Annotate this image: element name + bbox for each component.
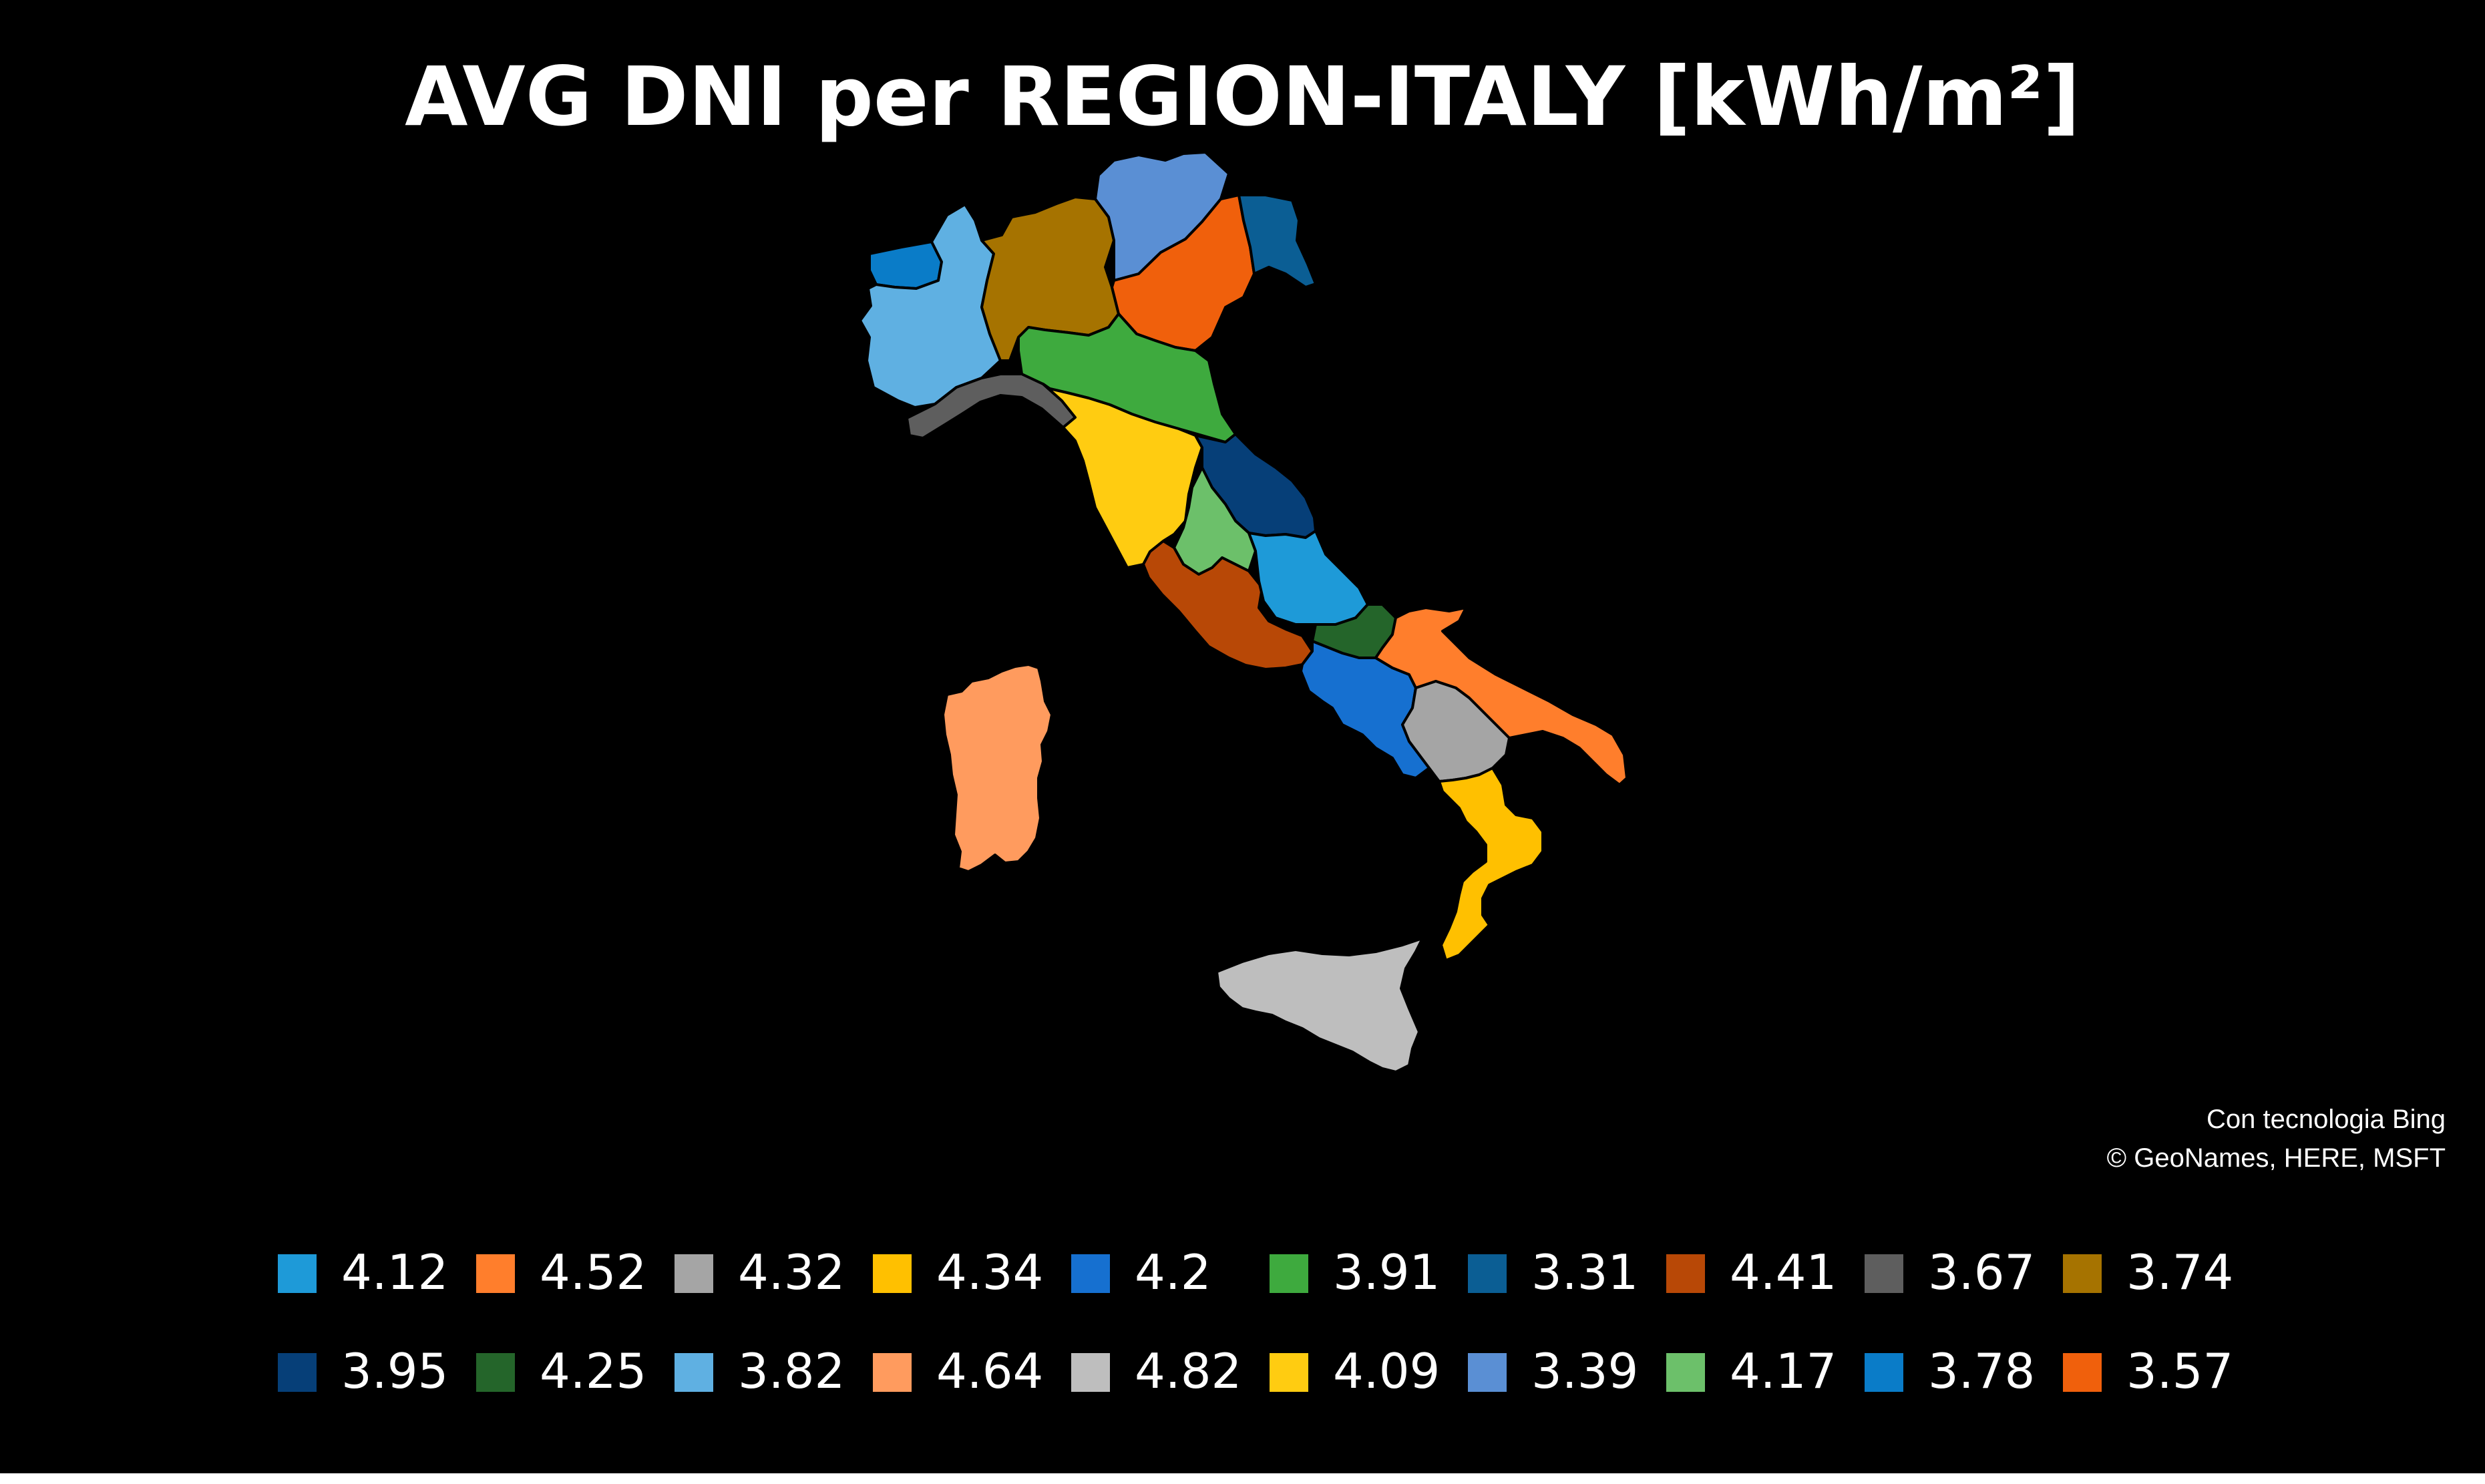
legend-label: 4.64: [936, 1343, 1044, 1399]
region-calabria: 4.34: [1438, 767, 1544, 962]
legend-label: 3.31: [1531, 1244, 1639, 1300]
region-friuli: 3.31: [1237, 194, 1317, 289]
map-title: AVG DNI per REGION-ITALY [kWh/m²]: [405, 49, 2080, 144]
legend-swatch: [1865, 1254, 1903, 1293]
legend-swatch: [1468, 1254, 1507, 1293]
attribution-line-1: Con tecnologia Bing: [2206, 1105, 2446, 1134]
legend-label: 4.82: [1135, 1343, 1242, 1399]
legend-swatch: [873, 1353, 912, 1392]
attribution-line-2: © GeoNames, HERE, MSFT: [2106, 1143, 2446, 1173]
legend-label: 4.34: [936, 1244, 1044, 1300]
legend-swatch: [1666, 1254, 1705, 1293]
region-piemonte: 3.82: [859, 203, 1002, 409]
legend-swatch: [1468, 1353, 1507, 1392]
legend-label: 4.52: [540, 1244, 647, 1300]
legend-label: 3.39: [1531, 1343, 1639, 1399]
region-toscana: 4.09: [1042, 383, 1203, 569]
legend-swatch: [1270, 1254, 1308, 1293]
region-sicilia: 4.82: [1215, 937, 1424, 1073]
legend-swatch: [2063, 1254, 2102, 1293]
legend-label: 3.95: [341, 1343, 449, 1399]
legend-label: 3.57: [2126, 1343, 2234, 1399]
legend-swatch: [2063, 1353, 2102, 1392]
legend-label: 4.32: [738, 1244, 845, 1300]
region-valle-daosta: 3.78: [868, 240, 943, 290]
legend-label: 3.91: [1333, 1244, 1441, 1300]
legend-label: 3.67: [1928, 1244, 2036, 1300]
legend-label: 4.09: [1333, 1343, 1441, 1399]
legend-swatch: [1270, 1353, 1308, 1392]
legend-swatch: [278, 1254, 317, 1293]
legend-label: 3.78: [1928, 1343, 2036, 1399]
legend-swatch: [873, 1254, 912, 1293]
legend-label: 4.12: [341, 1244, 449, 1300]
legend-swatch: [476, 1353, 515, 1392]
legend-label: 4.25: [540, 1343, 647, 1399]
legend-swatch: [1865, 1353, 1903, 1392]
legend-label: 4.2: [1135, 1244, 1211, 1300]
legend-swatch: [1666, 1353, 1705, 1392]
legend-swatch: [675, 1353, 713, 1392]
legend-label: 4.17: [1730, 1343, 1837, 1399]
legend-label: 3.82: [738, 1343, 845, 1399]
region-sardegna: 4.64: [942, 663, 1053, 873]
attribution: Con tecnologia Bing © GeoNames, HERE, MS…: [2107, 1100, 2446, 1177]
legend-swatch: [278, 1353, 317, 1392]
legend-label: 3.74: [2126, 1244, 2234, 1300]
legend-label: 4.41: [1730, 1244, 1837, 1300]
legend-swatch: [476, 1254, 515, 1293]
legend-swatch: [675, 1254, 713, 1293]
legend-swatch: [1071, 1254, 1110, 1293]
legend-swatch: [1071, 1353, 1110, 1392]
region-abruzzo: 4.12: [1248, 530, 1369, 626]
